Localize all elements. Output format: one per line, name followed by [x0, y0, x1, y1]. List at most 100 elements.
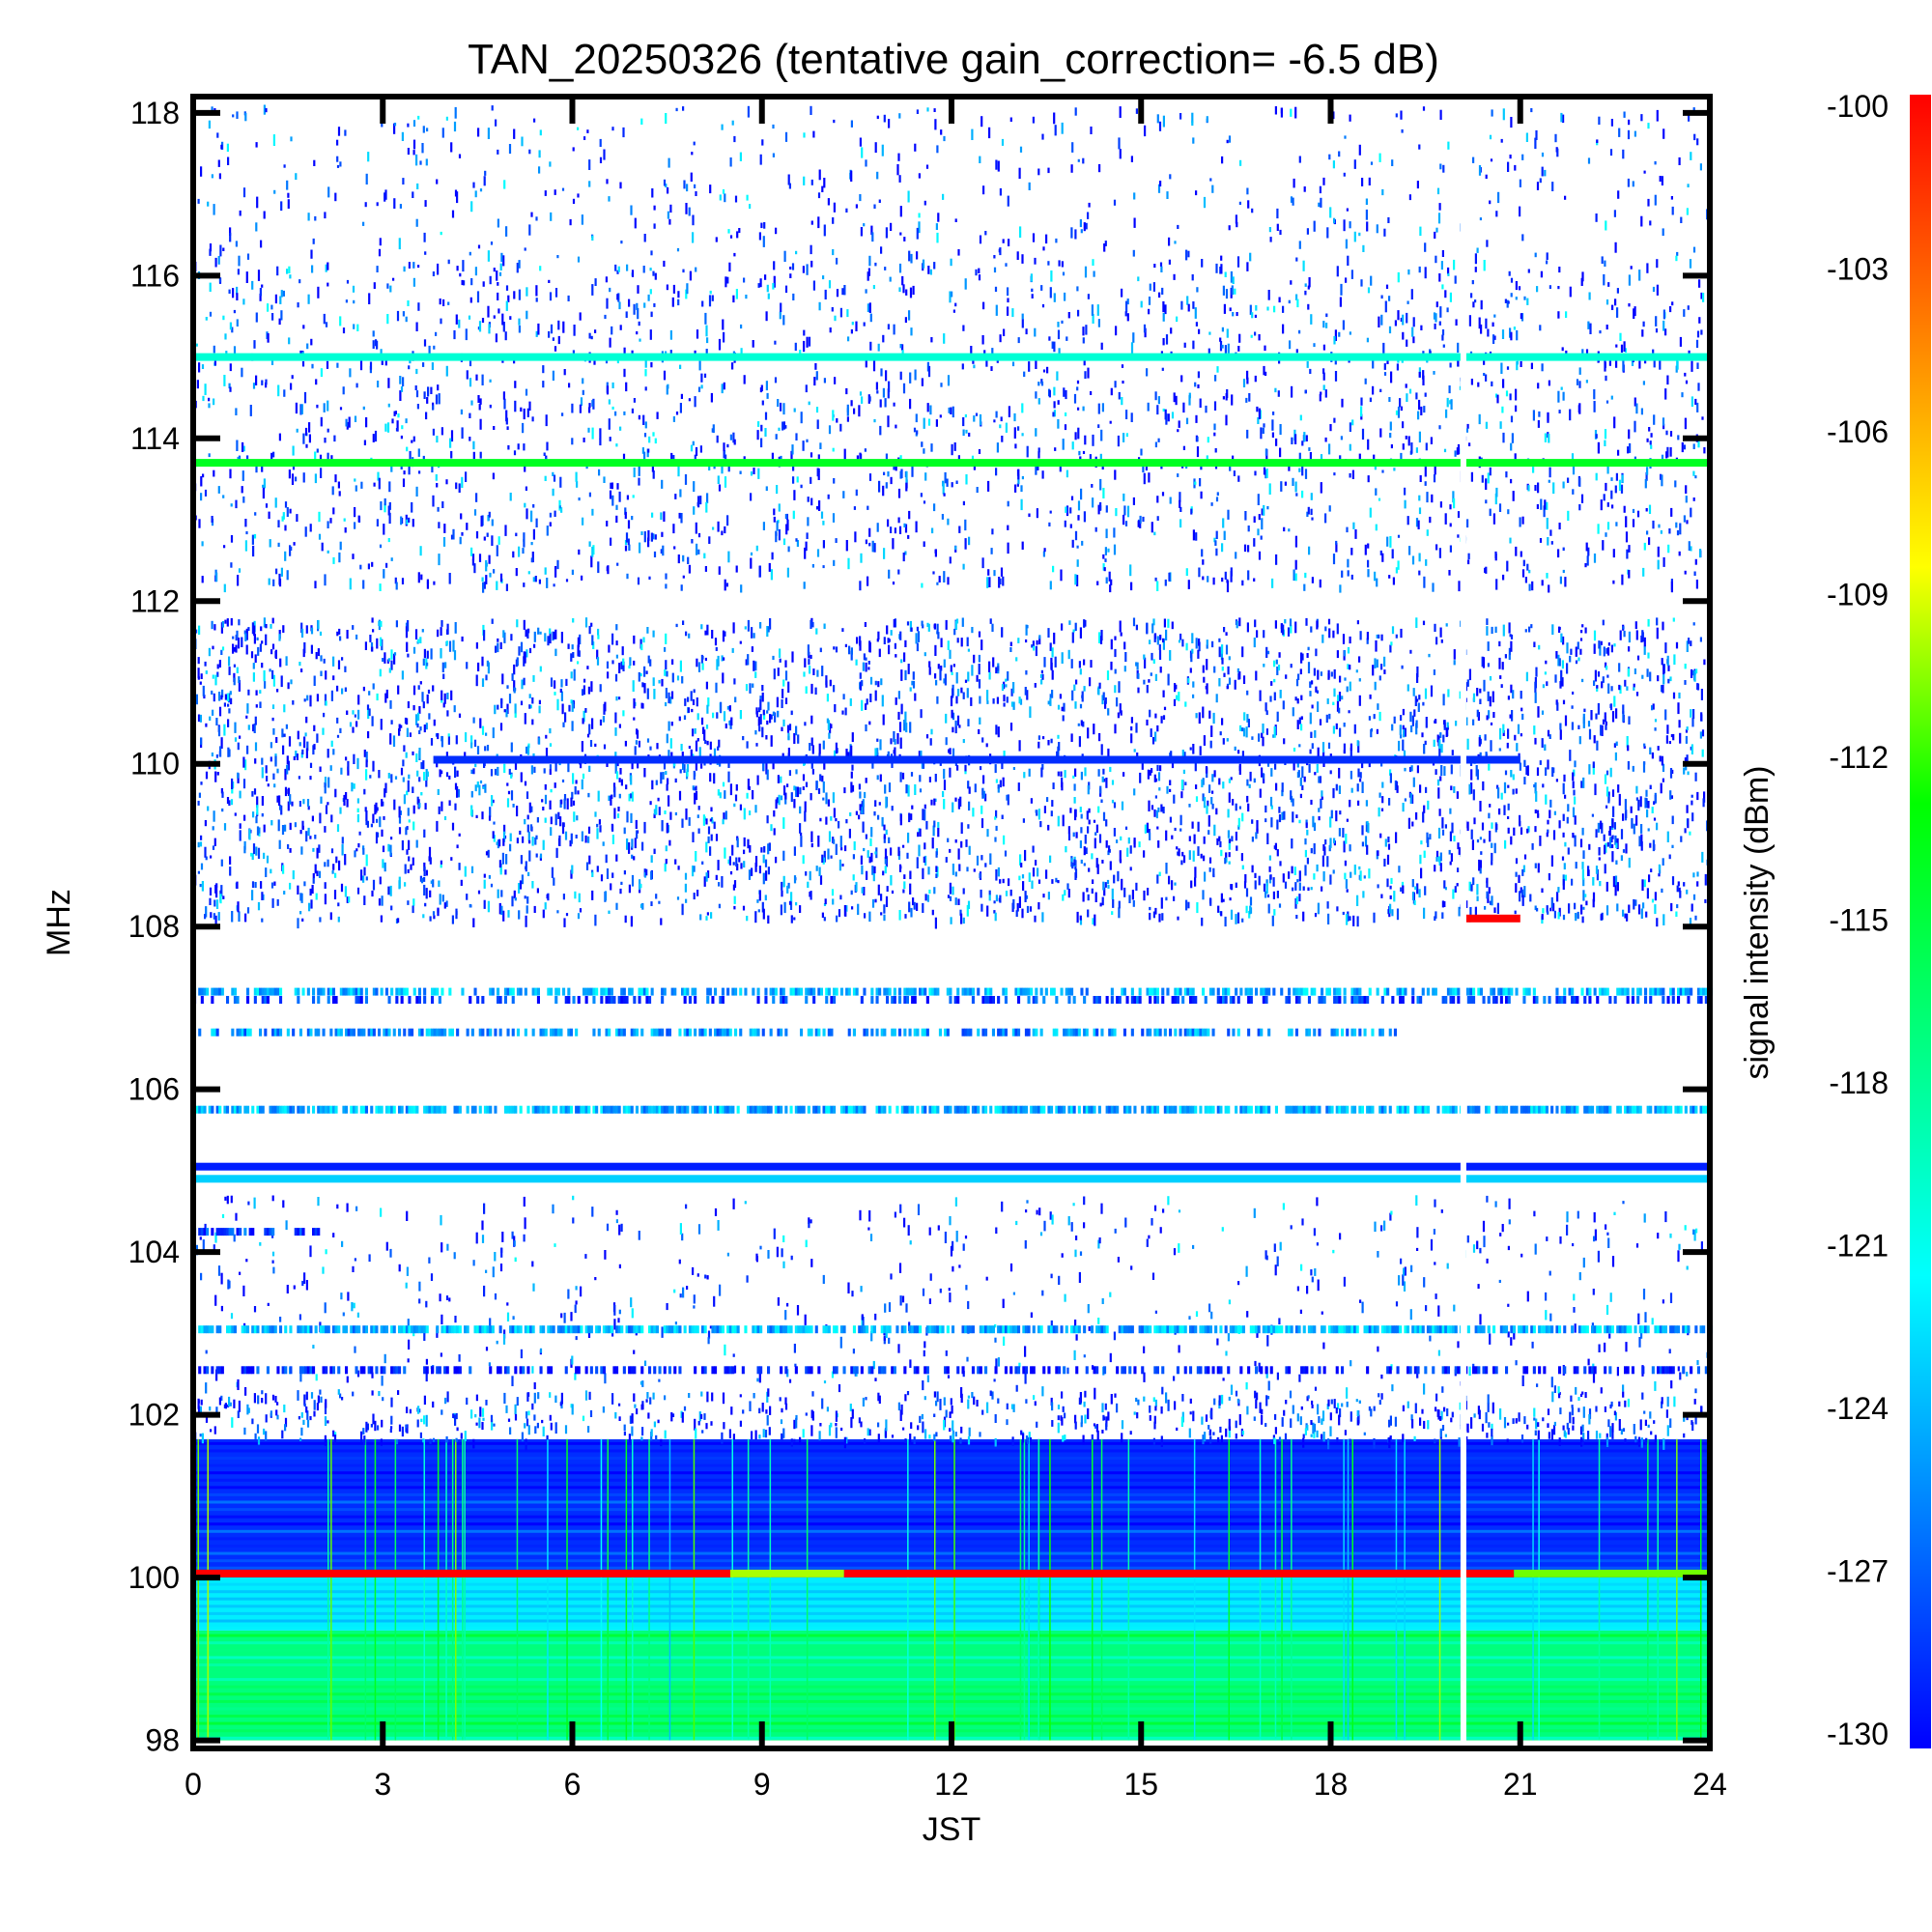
noise-speck [549, 727, 552, 734]
noise-speck [726, 515, 729, 526]
noise-speck [1057, 734, 1060, 739]
noise-speck [1182, 402, 1185, 413]
noise-speck [1099, 785, 1102, 794]
noise-speck [1596, 740, 1599, 751]
noise-speck [596, 649, 599, 660]
noise-speck [1555, 779, 1558, 782]
noise-speck [731, 844, 734, 856]
noise-speck [879, 774, 882, 782]
noise-speck [1228, 838, 1232, 843]
noise-speck [1006, 794, 1009, 801]
noise-speck [1274, 763, 1277, 770]
noise-speck [532, 577, 535, 582]
noise-speck [904, 914, 907, 919]
noise-speck [405, 752, 408, 758]
noise-speck [1298, 468, 1301, 472]
noise-speck [1107, 850, 1110, 856]
noise-speck [876, 748, 879, 755]
noise-speck [1571, 722, 1574, 730]
noise-speck [1158, 787, 1161, 791]
noise-speck [451, 915, 454, 924]
noise-speck [582, 718, 584, 724]
noise-speck [1290, 664, 1293, 668]
noise-speck [1235, 882, 1237, 889]
noise-speck [524, 462, 526, 472]
noise-speck [1335, 783, 1338, 791]
noise-speck [503, 632, 506, 643]
noise-speck [1390, 641, 1393, 646]
noise-speck [650, 901, 653, 906]
noise-speck [1572, 781, 1575, 789]
noise-speck [1396, 908, 1400, 921]
noise-speck [208, 453, 211, 458]
noise-speck [949, 556, 952, 564]
noise-speck [1556, 702, 1559, 711]
noise-speck [330, 814, 333, 823]
noise-speck [1486, 618, 1489, 625]
noise-speck [1684, 680, 1687, 685]
noise-speck [406, 849, 409, 855]
noise-speck [1690, 546, 1692, 552]
noise-speck [1523, 759, 1526, 767]
noise-speck [228, 693, 231, 703]
noise-speck [1645, 911, 1648, 918]
noise-speck [884, 866, 887, 874]
noise-speck [1270, 817, 1273, 828]
noise-speck [1202, 793, 1205, 802]
noise-speck [239, 735, 242, 739]
noise-speck [683, 764, 686, 773]
noise-speck [744, 626, 747, 630]
noise-speck [1688, 541, 1690, 551]
noise-speck [640, 643, 643, 651]
noise-speck [1076, 575, 1079, 586]
noise-speck [678, 716, 681, 722]
noise-speck [1587, 321, 1590, 329]
noise-speck [320, 670, 323, 676]
noise-speck [1009, 641, 1012, 646]
noise-speck [1262, 724, 1264, 734]
noise-speck [1086, 810, 1089, 820]
noise-speck [642, 637, 645, 643]
noise-speck [422, 658, 425, 666]
noise-speck [611, 872, 614, 878]
noise-speck [510, 634, 513, 641]
noise-speck [805, 686, 808, 694]
noise-speck [216, 772, 219, 776]
noise-speck [916, 857, 919, 868]
noise-speck [1224, 857, 1227, 865]
noise-speck [1202, 706, 1205, 719]
noise-speck [924, 855, 927, 866]
noise-speck [829, 679, 832, 687]
noise-speck [512, 804, 515, 808]
noise-speck [1455, 721, 1458, 726]
noise-speck [454, 622, 457, 634]
noise-speck [997, 867, 1000, 877]
noise-speck [296, 753, 298, 760]
noise-speck [398, 724, 401, 731]
noise-speck [920, 751, 923, 756]
noise-speck [251, 622, 254, 635]
noise-speck [305, 831, 308, 842]
noise-speck [220, 737, 223, 749]
noise-speck [1679, 732, 1682, 744]
noise-speck [1662, 673, 1665, 685]
noise-speck [786, 567, 789, 578]
noise-speck [1330, 810, 1333, 819]
noise-speck [694, 792, 696, 805]
noise-streak [437, 1438, 440, 1741]
noise-speck [966, 904, 969, 917]
noise-speck [440, 770, 443, 775]
noise-speck [507, 295, 510, 302]
noise-speck [954, 620, 957, 630]
noise-speck [577, 637, 580, 647]
noise-speck [1211, 640, 1214, 648]
noise-speck [1206, 659, 1208, 670]
noise-speck [441, 895, 444, 902]
noise-speck [1195, 784, 1198, 789]
noise-speck [1313, 873, 1316, 880]
noise-speck [1562, 699, 1566, 705]
noise-speck [1442, 344, 1445, 348]
noise-speck [738, 857, 741, 863]
noise-speck [739, 804, 742, 810]
noise-speck [925, 820, 928, 830]
